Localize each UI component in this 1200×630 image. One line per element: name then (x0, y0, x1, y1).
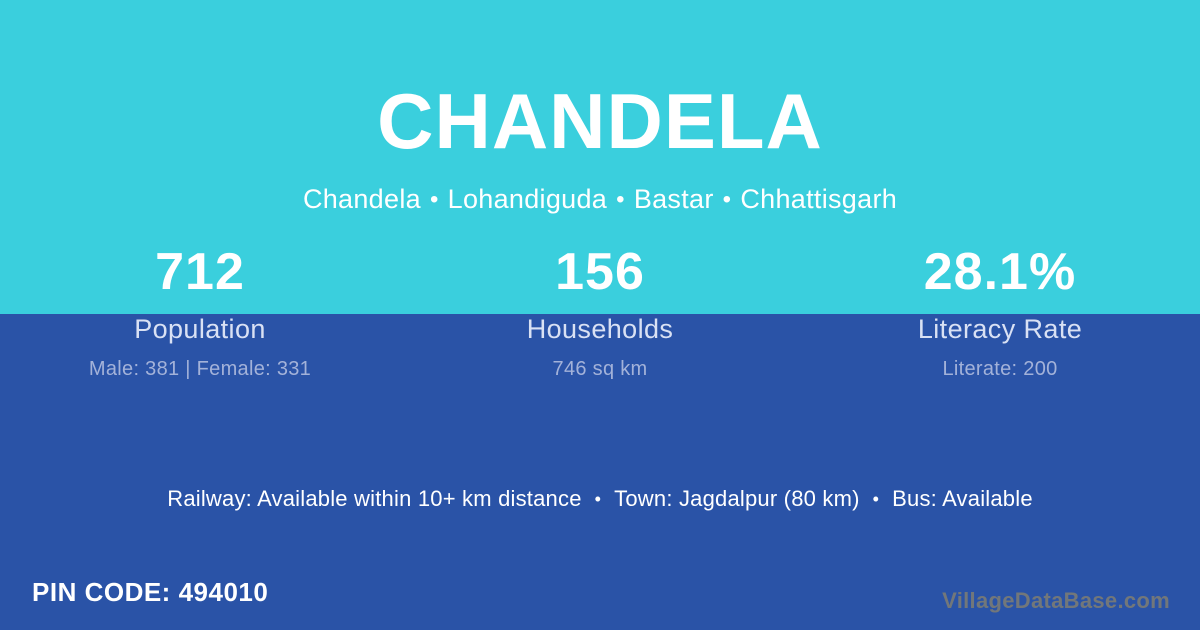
households-label: Households (526, 314, 674, 344)
stats-row: 712 Population Male: 381 | Female: 331 1… (0, 246, 1200, 381)
literacy-value: 28.1% (923, 243, 1077, 301)
pin-code: PIN CODE: 494010 (32, 577, 269, 607)
stat-population: 712 Population Male: 381 | Female: 331 (0, 246, 400, 381)
breadcrumb-separator: • (616, 186, 625, 213)
facilities-separator: • (872, 489, 880, 509)
breadcrumb-district: Bastar (633, 184, 714, 214)
households-value: 156 (555, 243, 645, 301)
population-label: Population (134, 314, 266, 344)
literacy-label: Literacy Rate (917, 314, 1083, 344)
facility-railway: Railway: Available within 10+ km distanc… (167, 486, 582, 511)
facilities-line: Railway: Available within 10+ km distanc… (0, 486, 1200, 512)
breadcrumb: Chandela • Lohandiguda • Bastar • Chhattisgarh (0, 184, 1200, 215)
facilities-separator: • (594, 489, 602, 509)
literacy-detail: Literate: 200 (942, 358, 1058, 380)
breadcrumb-separator: • (722, 186, 732, 213)
stat-households: 156 Households 746 sq km (400, 246, 800, 381)
breadcrumb-village: Chandela (302, 184, 421, 214)
top-section (0, 0, 1200, 314)
breadcrumb-state: Chhattisgarh (740, 184, 898, 214)
facility-town: Town: Jagdalpur (80 km) (614, 486, 860, 511)
households-detail: 746 sq km (552, 358, 648, 380)
village-title: CHANDELA (377, 77, 823, 165)
breadcrumb-separator: • (429, 186, 439, 213)
stat-literacy: 28.1% Literacy Rate Literate: 200 (800, 246, 1200, 381)
breadcrumb-block: Lohandiguda (447, 184, 608, 214)
facility-bus: Bus: Available (892, 486, 1033, 511)
population-detail: Male: 381 | Female: 331 (88, 358, 312, 380)
watermark-brand: VillageDataBase.com (942, 588, 1170, 613)
bottom-section (0, 314, 1200, 630)
population-value: 712 (155, 243, 245, 301)
